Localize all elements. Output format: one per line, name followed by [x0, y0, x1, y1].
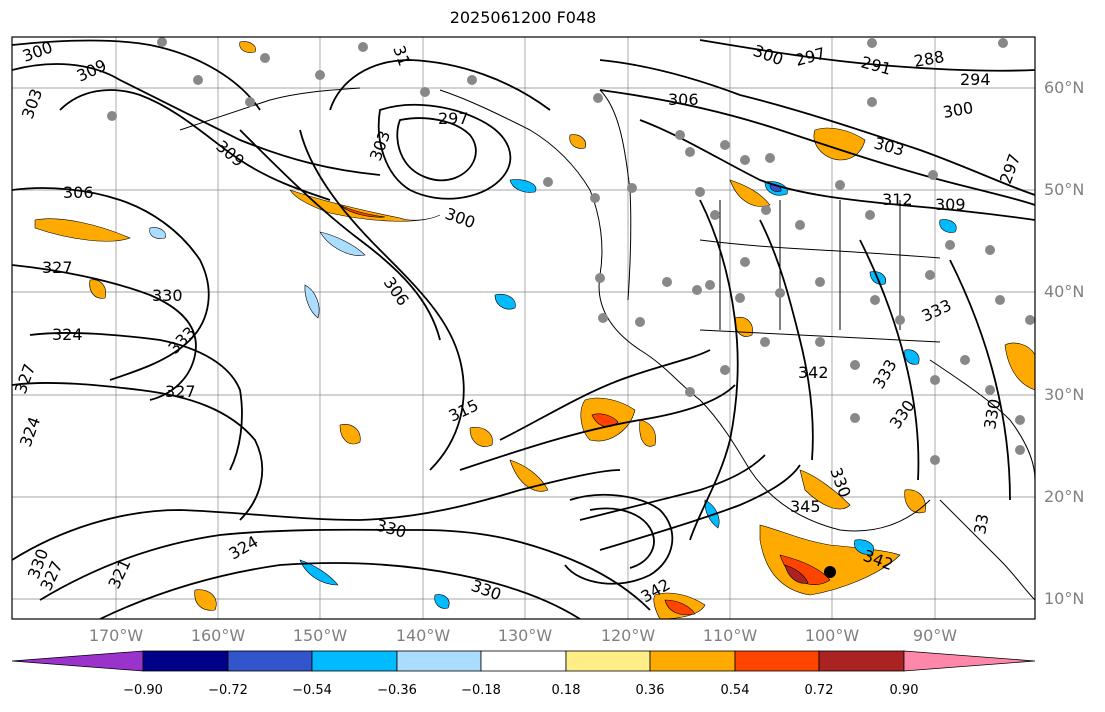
contour-label: 345: [790, 497, 821, 516]
contour-label: 309: [74, 55, 110, 85]
colorbar-tick: −0.90: [123, 683, 163, 698]
contour-label: 288: [912, 47, 945, 71]
colorbar-segment: [311, 650, 398, 672]
contour-label: 291: [859, 53, 893, 79]
longitude-label: 100°W: [804, 626, 860, 645]
colorbar-tick: −0.18: [461, 683, 501, 698]
contour-label-group: 300 309 303 306 327 330 333 324 327 330 …: [11, 37, 1024, 606]
contour-label: 333: [869, 356, 901, 392]
latitude-label: 10°N: [1044, 589, 1085, 608]
colorbar-tick: 0.36: [635, 683, 665, 698]
latitude-label: 30°N: [1044, 385, 1085, 404]
contour-label: 300: [443, 204, 478, 232]
longitude-label: 120°W: [600, 626, 656, 645]
longitude-label: 150°W: [292, 626, 348, 645]
longitude-label: 130°W: [497, 626, 553, 645]
contour-label: 297: [438, 109, 469, 128]
negative-shading: [149, 179, 957, 609]
colorbar-segment: [227, 650, 313, 672]
colorbar-segment: [396, 650, 482, 672]
latitude-label: 60°N: [1044, 78, 1085, 97]
contour-label: 306: [668, 90, 699, 109]
contour-label: 330: [980, 397, 1004, 430]
map-frame: [11, 36, 1036, 620]
colorbar-segment: [903, 650, 1036, 672]
colorbar-segment: [818, 650, 905, 672]
contour-label: 327: [165, 382, 196, 401]
colorbar-tick: 0.18: [551, 683, 581, 698]
contour-label: 297: [793, 44, 827, 70]
contour-label: 306: [63, 183, 94, 202]
colorbar-segment: [480, 650, 567, 672]
contour-label: 300: [20, 37, 55, 65]
contour-label: 324: [16, 414, 44, 449]
contour-label: 315: [446, 395, 482, 425]
contour-label: 303: [872, 134, 906, 160]
colorbar-tick: −0.54: [292, 683, 332, 698]
latitude-label: 20°N: [1044, 487, 1085, 506]
latitude-label: 40°N: [1044, 282, 1085, 301]
contour-label: 342: [798, 363, 829, 382]
contour-label: 324: [226, 532, 262, 564]
station-dots: [107, 37, 1035, 465]
contour-label: 312: [882, 190, 913, 209]
contour-label: 327: [11, 361, 39, 396]
contour-label: 333: [919, 295, 955, 325]
longitude-label: 90°W: [912, 626, 958, 645]
colorbar-tick: 0.54: [720, 683, 750, 698]
colorbar-segment: [565, 650, 651, 672]
colorbar-tick: 0.90: [889, 683, 919, 698]
positive-shading: [34, 41, 1035, 619]
coastlines: [179, 87, 1035, 601]
contour-label: 31: [389, 43, 414, 69]
contour-label: 303: [366, 128, 394, 163]
colorbar-tick: 0.72: [804, 683, 834, 698]
contour-label: 327: [42, 258, 73, 277]
contour-label: 324: [52, 325, 83, 344]
contour-label: 330: [469, 576, 504, 604]
longitude-label: 170°W: [88, 626, 144, 645]
longitude-label: 140°W: [395, 626, 451, 645]
colorbar-tick: −0.72: [208, 683, 248, 698]
contour-label: 33: [970, 512, 992, 535]
longitude-label: 160°W: [190, 626, 246, 645]
colorbar-tick: −0.36: [377, 683, 417, 698]
contour-label: 333: [164, 323, 199, 358]
graticule: [12, 37, 1035, 619]
contour-label: 321: [104, 556, 134, 592]
contour-label: 309: [935, 195, 966, 214]
contour-lines: [12, 39, 1035, 619]
longitude-label: 110°W: [702, 626, 758, 645]
marker-dot: [824, 566, 836, 578]
contour-label: 300: [751, 41, 786, 69]
colorbar-segment: [142, 650, 229, 672]
colorbar: [11, 650, 1036, 672]
contour-label: 330: [152, 286, 183, 305]
contour-label: 297: [996, 151, 1024, 186]
colorbar-segment: [649, 650, 736, 672]
contour-label: 294: [960, 70, 991, 89]
contour-label: 300: [941, 98, 974, 122]
contour-label: 330: [374, 516, 408, 542]
contour-label: 303: [18, 86, 46, 121]
map-title: 2025061200 F048: [449, 8, 597, 27]
colorbar-segment: [11, 650, 144, 672]
latitude-label: 50°N: [1044, 180, 1085, 199]
colorbar-segment: [734, 650, 820, 672]
